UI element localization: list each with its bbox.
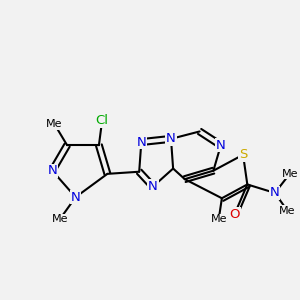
Text: S: S [239, 148, 247, 161]
Text: N: N [216, 139, 226, 152]
Text: Me: Me [281, 169, 298, 179]
Text: Me: Me [279, 206, 296, 216]
Text: Me: Me [46, 119, 63, 129]
Text: Me: Me [210, 214, 227, 224]
Text: N: N [47, 164, 57, 177]
Text: N: N [270, 186, 280, 200]
Text: N: N [136, 136, 146, 148]
Text: N: N [166, 132, 176, 146]
Text: N: N [71, 191, 80, 204]
Text: O: O [229, 208, 240, 220]
Text: Me: Me [51, 214, 68, 224]
Text: N: N [148, 180, 158, 193]
Text: Cl: Cl [96, 114, 109, 127]
